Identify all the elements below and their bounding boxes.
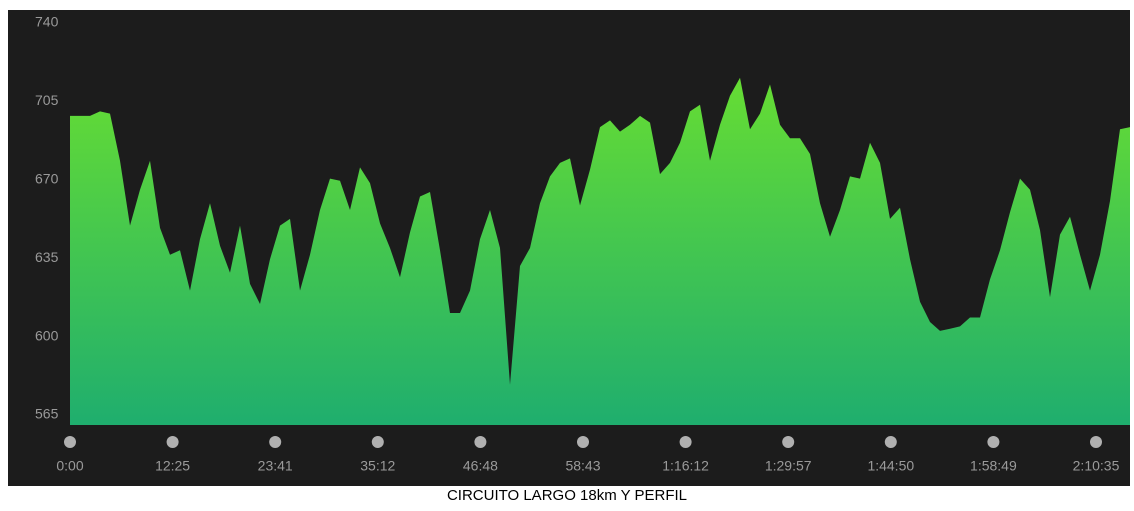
x-dot [166, 436, 179, 448]
y-tick-label: 670 [35, 171, 59, 187]
x-tick-label: 1:58:49 [970, 458, 1017, 474]
x-dot [1090, 436, 1102, 448]
y-tick-label: 740 [35, 14, 59, 30]
x-dot [884, 436, 897, 448]
y-tick-label: 635 [35, 249, 59, 265]
x-dot [577, 436, 589, 448]
x-dot [987, 436, 1000, 448]
area [70, 77, 1130, 426]
y-tick-label: 705 [35, 92, 59, 108]
x-tick-label: 2:10:35 [1073, 458, 1120, 474]
x-tick-label: 1:44:50 [867, 458, 914, 474]
x-tick-label: 46:48 [463, 458, 498, 474]
x-tick-label: 1:16:12 [662, 458, 709, 474]
x-dot [782, 436, 795, 448]
y-tick-label: 600 [35, 327, 59, 343]
x-dot [371, 436, 384, 448]
x-tick-label: 58:43 [565, 458, 600, 474]
x-dot [474, 436, 487, 448]
x-dot [679, 436, 692, 448]
x-tick-label: 12:25 [155, 458, 190, 474]
x-dot [269, 436, 282, 448]
caption: CIRCUITO LARGO 18km Y PERFIL [447, 487, 687, 504]
x-dot [64, 436, 76, 448]
y-tick-label: 565 [35, 406, 59, 422]
x-tick-label: 23:41 [258, 458, 293, 474]
x-tick-label: 1:29:57 [765, 458, 812, 474]
x-tick-label: 35:12 [360, 458, 395, 474]
x-tick-label: 0:00 [56, 458, 83, 474]
